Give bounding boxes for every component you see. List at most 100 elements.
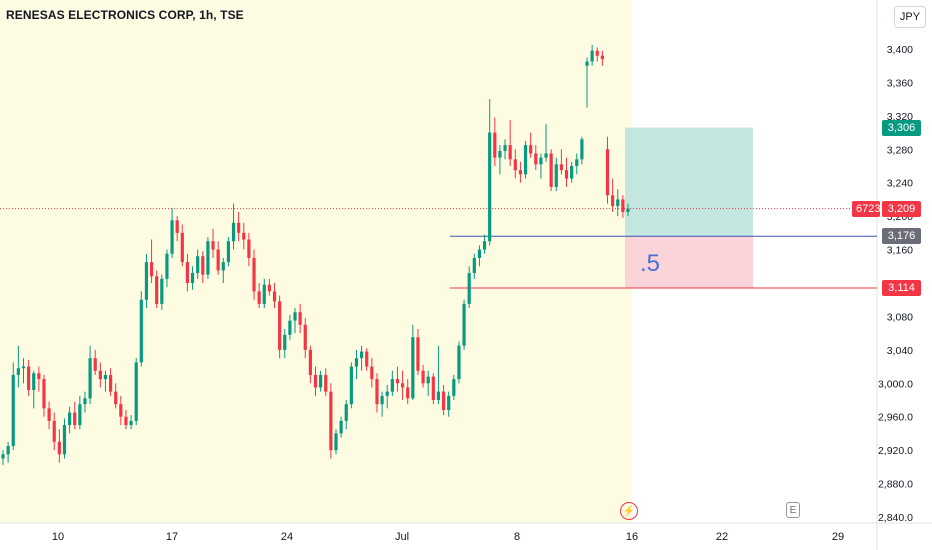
- candle-body: [447, 395, 451, 411]
- candle-body: [103, 374, 108, 380]
- candle-body: [288, 320, 292, 335]
- candle: [600, 50, 604, 66]
- candle-body: [21, 366, 26, 369]
- candle: [554, 157, 558, 192]
- candle: [93, 349, 97, 375]
- candle: [21, 358, 26, 384]
- candle: [406, 379, 410, 405]
- candle-body: [319, 374, 323, 388]
- candle-body: [426, 376, 430, 384]
- candle-body: [564, 170, 569, 179]
- candle-body: [180, 232, 184, 263]
- candle-body: [242, 232, 246, 240]
- earnings-icon[interactable]: E: [786, 502, 800, 518]
- candle-body: [482, 241, 487, 250]
- y-tick-label: 2,880.0: [878, 479, 913, 491]
- candle: [134, 358, 138, 426]
- candle-body: [554, 164, 558, 187]
- candle: [308, 345, 312, 384]
- time-axis: 10 17 24 Jul 8 16 22 29: [52, 531, 844, 543]
- profit-zone: [625, 127, 753, 237]
- candle-body: [83, 398, 87, 405]
- candle-body: [98, 370, 102, 380]
- candle: [11, 362, 15, 451]
- candle: [293, 308, 297, 334]
- candle-body: [247, 239, 251, 258]
- candle: [508, 120, 512, 166]
- candle: [436, 345, 441, 405]
- candle-body: [62, 425, 67, 455]
- candle: [426, 370, 430, 396]
- candle: [544, 124, 548, 162]
- candle-body: [6, 445, 10, 455]
- candle-body: [416, 337, 420, 371]
- candle-body: [27, 366, 31, 390]
- candle: [452, 374, 456, 400]
- lightning-icon[interactable]: ⚡: [620, 502, 638, 520]
- candle-body: [534, 153, 538, 165]
- candle-body: [52, 420, 56, 442]
- candle-body: [354, 358, 359, 367]
- candle-body: [395, 379, 400, 384]
- stop-price-badge: 3,114: [882, 280, 921, 296]
- candle-body: [390, 379, 394, 392]
- candle-body: [431, 376, 435, 400]
- y-tick-label: 3,040: [887, 345, 913, 357]
- y-tick-label: 3,160: [887, 245, 913, 257]
- candle-body: [78, 404, 82, 426]
- candle: [196, 249, 200, 279]
- candle-body: [139, 299, 143, 363]
- candle-body: [421, 370, 425, 384]
- x-tick-label: 29: [832, 531, 844, 543]
- candle-body: [175, 220, 179, 233]
- y-tick-label: 3,280: [887, 144, 913, 156]
- candle: [247, 232, 251, 267]
- candle: [165, 249, 169, 288]
- currency-button[interactable]: JPY: [894, 6, 926, 28]
- candle: [621, 195, 625, 218]
- candle: [575, 153, 579, 175]
- candle-body: [575, 159, 579, 166]
- candle: [257, 283, 261, 309]
- candle: [324, 368, 328, 396]
- candle-body: [493, 132, 497, 158]
- candle: [201, 251, 205, 283]
- candle: [83, 391, 87, 413]
- candle: [52, 412, 56, 451]
- candle-body: [57, 441, 61, 455]
- candle: [114, 383, 118, 409]
- candle: [411, 324, 415, 400]
- candle: [605, 136, 610, 204]
- candle: [385, 384, 389, 409]
- candle-body: [605, 149, 610, 196]
- candle-body: [144, 262, 149, 300]
- candle: [339, 416, 343, 438]
- candle-body: [119, 404, 123, 417]
- candle-body: [308, 349, 312, 375]
- candle-body: [324, 374, 328, 392]
- candle-body: [313, 374, 318, 388]
- x-tick-label: 17: [166, 531, 178, 543]
- candle: [319, 370, 323, 392]
- candle: [190, 266, 195, 290]
- candles: [1, 44, 630, 466]
- x-tick-label: 10: [52, 531, 64, 543]
- candle: [585, 57, 589, 108]
- candle-body: [462, 303, 466, 346]
- candle: [390, 370, 394, 396]
- candle: [221, 257, 225, 283]
- candle-body: [73, 412, 77, 426]
- candle: [380, 391, 384, 417]
- candle-body: [600, 55, 604, 60]
- candle-body: [124, 416, 128, 426]
- candle: [375, 373, 379, 413]
- candle-body: [559, 164, 564, 171]
- candle: [298, 303, 302, 334]
- x-tick-label: 22: [716, 531, 728, 543]
- candle-body: [293, 312, 297, 321]
- candle: [242, 222, 246, 250]
- candle-body: [108, 374, 113, 392]
- candle: [155, 270, 159, 309]
- candle: [98, 362, 102, 388]
